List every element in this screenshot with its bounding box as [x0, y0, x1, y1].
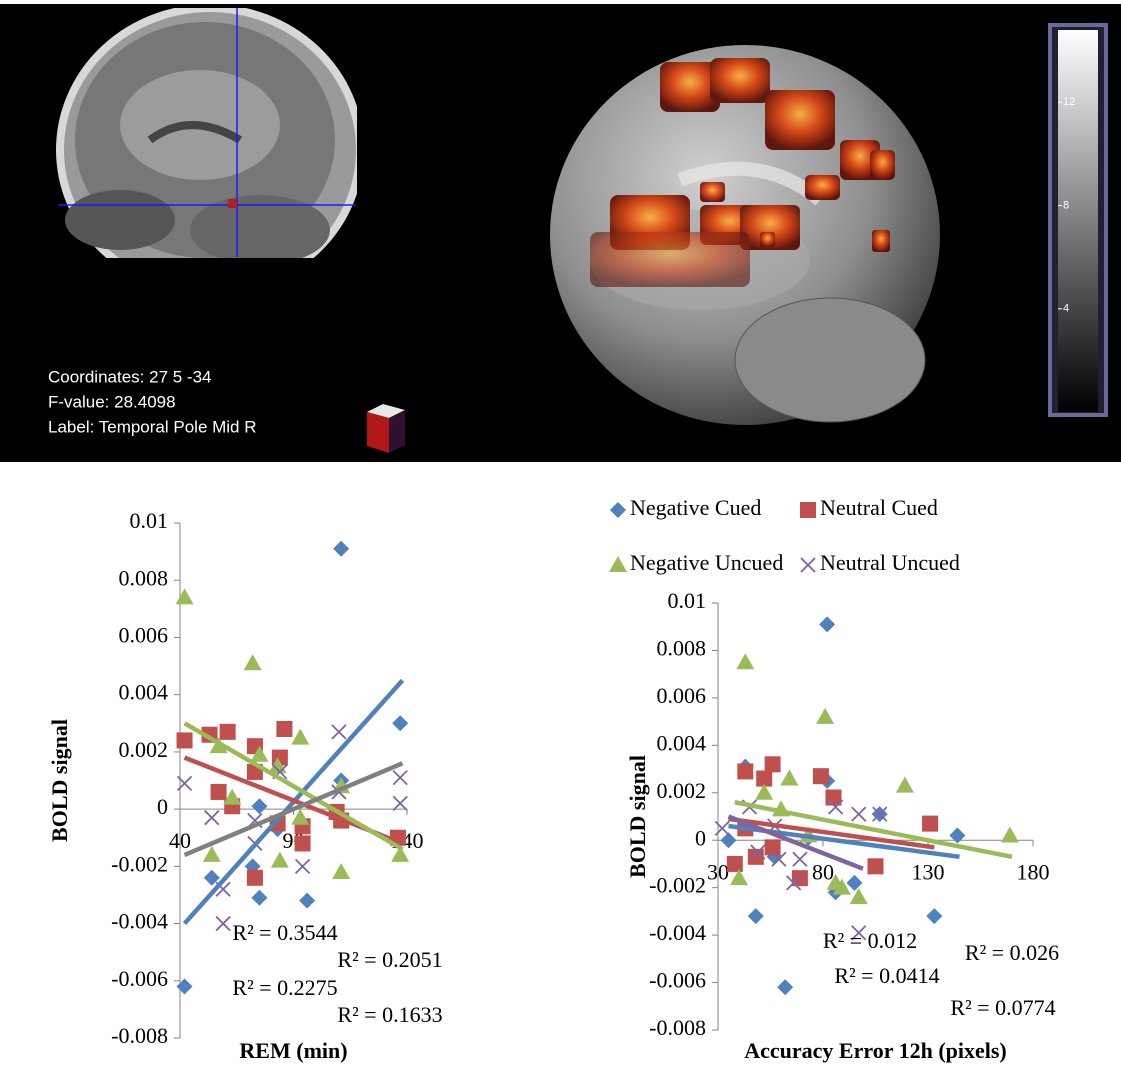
- x-tick-label: 130: [912, 859, 945, 884]
- legend-label: Neutral Uncued: [820, 550, 960, 575]
- x-tick-label: 80: [812, 859, 834, 884]
- colorbar-tick-label: 4: [1063, 303, 1069, 315]
- r-squared-label: R² = 0.0414: [834, 963, 939, 988]
- coordinates: Coordinates: 27 5 -34: [48, 367, 212, 386]
- y-tick-label: 0.01: [130, 508, 169, 533]
- y-tick-label: -0.004: [649, 920, 706, 945]
- legend-marker: [800, 502, 816, 518]
- y-tick-label: 0.004: [657, 730, 707, 755]
- x-axis-title: Accuracy Error 12h (pixels): [744, 1038, 1007, 1063]
- r-squared-label: R² = 0.3544: [232, 920, 337, 945]
- y-tick-label: 0.004: [119, 680, 169, 705]
- point: [276, 721, 292, 737]
- point: [295, 835, 311, 851]
- x-axis-title: REM (min): [239, 1038, 347, 1063]
- point: [220, 724, 236, 740]
- y-tick-label: 0.008: [119, 565, 169, 590]
- r-squared-label: R² = 0.1633: [337, 1002, 442, 1027]
- activation-spot: [228, 199, 237, 208]
- y-tick-label: 0.008: [657, 635, 707, 660]
- y-tick-label: -0.002: [649, 873, 706, 898]
- colorbar-tick-label: 8: [1063, 199, 1069, 211]
- y-axis-title: BOLD signal: [47, 719, 72, 842]
- colorbar-tick-label: 12: [1063, 96, 1075, 108]
- r-squared-label: R² = 0.012: [823, 928, 917, 953]
- point: [813, 768, 829, 784]
- point: [737, 763, 753, 779]
- point: [211, 784, 227, 800]
- sagittal-slice: [60, 8, 360, 292]
- x-tick-label: 40: [169, 828, 191, 853]
- y-tick-label: -0.006: [649, 968, 706, 993]
- legend-label: Negative Cued: [630, 495, 761, 520]
- rendered-brain: [550, 45, 940, 425]
- r-squared-label: R² = 0.0774: [950, 995, 1055, 1020]
- y-tick-label: -0.002: [111, 851, 168, 876]
- f-value: F-value: 28.4098: [48, 392, 176, 411]
- legend-label: Negative Uncued: [630, 550, 783, 575]
- point: [727, 856, 743, 872]
- y-tick-label: 0.006: [657, 683, 707, 708]
- y-tick-label: -0.006: [111, 966, 168, 991]
- colorbar: [1058, 30, 1098, 412]
- orientation-cube: [367, 404, 405, 453]
- y-tick-label: 0.01: [668, 588, 707, 613]
- brain-viewer: Coordinates: 27 5 -34 F-value: 28.4098 L…: [0, 4, 1121, 462]
- y-tick-label: -0.008: [111, 1023, 168, 1048]
- point: [247, 870, 263, 886]
- y-tick-label: 0.002: [119, 737, 169, 762]
- figure: Coordinates: 27 5 -34 F-value: 28.4098 L…: [0, 0, 1121, 1077]
- point: [922, 816, 938, 832]
- legend-label: Neutral Cued: [820, 495, 938, 520]
- y-tick-label: 0.006: [119, 622, 169, 647]
- y-tick-label: -0.004: [111, 909, 168, 934]
- r-squared-label: R² = 0.2275: [232, 975, 337, 1000]
- y-tick-label: 0: [695, 825, 706, 850]
- point: [868, 858, 884, 874]
- x-tick-label: 30: [707, 859, 729, 884]
- r-squared-label: R² = 0.2051: [337, 947, 442, 972]
- x-tick-label: 180: [1017, 859, 1050, 884]
- y-tick-label: 0: [157, 794, 168, 819]
- point: [765, 756, 781, 772]
- y-tick-label: -0.008: [649, 1015, 706, 1040]
- point: [177, 732, 193, 748]
- r-squared-label: R² = 0.026: [965, 940, 1059, 965]
- y-axis-title: BOLD signal: [625, 755, 650, 878]
- region-label: Label: Temporal Pole Mid R: [48, 417, 257, 436]
- y-tick-label: 0.002: [657, 778, 707, 803]
